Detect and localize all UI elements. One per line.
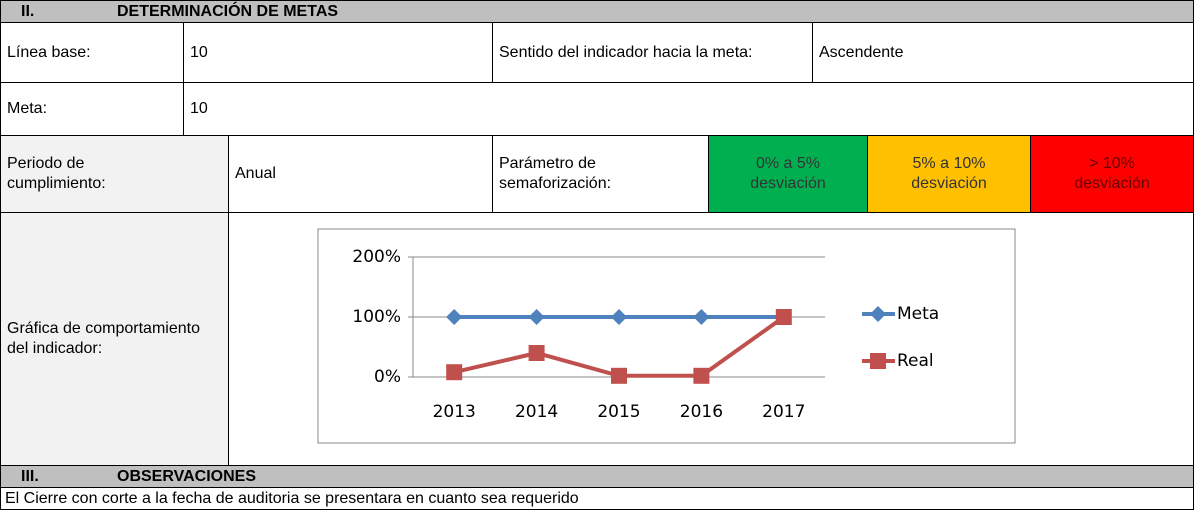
value: 10 <box>184 23 493 83</box>
point <box>611 367 627 384</box>
section-number: II. <box>21 2 35 20</box>
point <box>611 309 627 325</box>
label: Sentido del indicador hacia la meta: <box>493 23 813 83</box>
form-table: II. DETERMINACIÓN DE METAS Línea base: 1… <box>0 0 1194 510</box>
label: Línea base: <box>1 23 184 83</box>
x-tick-label: 2017 <box>762 402 805 422</box>
y-tick-label: 0% <box>374 367 401 387</box>
legend-marker <box>870 353 886 369</box>
section-header: III. OBSERVACIONES <box>1 466 1194 488</box>
range-cell: > 10% desviación <box>1031 136 1194 213</box>
y-tick-label: 100% <box>352 307 401 327</box>
section-number: III. <box>21 467 39 485</box>
range-cell: 0% a 5% desviación <box>709 136 868 213</box>
range-text: 5% a 10% desviación <box>911 155 987 192</box>
point <box>528 309 545 325</box>
range-text: > 10% desviación <box>1074 155 1150 192</box>
x-tick-label: 2014 <box>515 402 558 422</box>
label: Gráfica de comportamiento del indicador: <box>1 213 229 466</box>
legend-label: Real <box>897 351 934 371</box>
point <box>775 309 792 325</box>
legend-marker <box>870 306 886 322</box>
x-tick-label: 2016 <box>680 402 723 422</box>
label: Parámetro de semaforización: <box>493 136 709 213</box>
section-title: DETERMINACIÓN DE METAS <box>117 2 339 20</box>
section-title: OBSERVACIONES <box>117 467 256 485</box>
label: Periodo de cumplimiento: <box>1 136 229 213</box>
legend-label: Meta <box>897 304 939 324</box>
y-tick-label: 200% <box>352 247 401 267</box>
label: Meta: <box>1 83 184 136</box>
point <box>693 309 710 325</box>
point <box>528 345 545 361</box>
x-tick-label: 2013 <box>433 402 476 422</box>
point <box>693 367 710 384</box>
point <box>446 364 463 381</box>
x-tick-label: 2015 <box>597 402 640 422</box>
range-cell: 5% a 10% desviación <box>868 136 1031 213</box>
range-text: 0% a 5% desviación <box>750 155 826 192</box>
point <box>446 309 463 325</box>
value: Anual <box>229 136 493 213</box>
chart-frame <box>317 228 1016 444</box>
section-header: II. DETERMINACIÓN DE METAS <box>1 1 1194 23</box>
